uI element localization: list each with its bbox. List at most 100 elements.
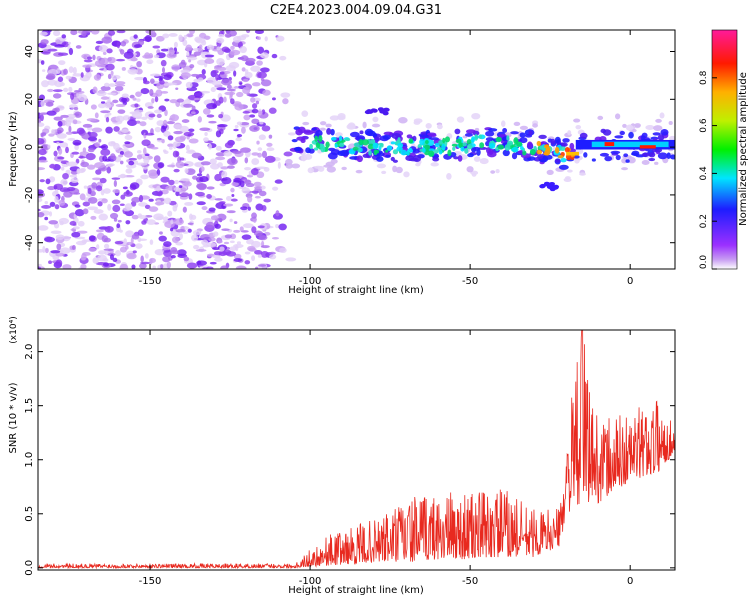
heatmap-noise-blob — [53, 116, 63, 121]
heatmap-signal-blob — [497, 144, 505, 150]
heatmap-noise-blob — [163, 249, 172, 257]
heatmap-noise-blob — [172, 204, 178, 212]
heatmap-noise-blob — [175, 161, 185, 169]
heatmap-noise-blob — [169, 227, 174, 232]
heatmap-noise-blob — [176, 98, 185, 103]
heatmap-noise-blob — [234, 124, 239, 129]
heatmap-signal-blob — [669, 154, 675, 160]
heatmap-noise-blob — [163, 74, 172, 81]
heatmap-noise-blob — [111, 199, 121, 205]
heatmap-noise-blob — [189, 64, 195, 69]
heatmap-signal-blob — [559, 146, 567, 151]
heatmap-noise-blob — [91, 182, 98, 189]
heatmap-signal-blob — [472, 146, 481, 151]
heatmap-signal-blob — [326, 128, 332, 135]
heatmap-signal-blob — [502, 149, 510, 157]
heatmap-signal-blob — [615, 154, 621, 161]
heatmap-signal-blob — [330, 136, 337, 141]
heatmap-noise-blob — [204, 58, 215, 64]
heatmap-panel: -150 -100 -50 0 -40 -20 0 20 40 Height of strai… — [8, 29, 676, 296]
heatmap-noise-blob — [186, 56, 198, 61]
heatmap-noise-blob — [162, 33, 170, 39]
heatmap-noise-blob — [257, 147, 263, 152]
heatmap-noise-blob — [103, 237, 111, 243]
heatmap-noise-blob — [55, 252, 65, 257]
heatmap-noise-blob — [173, 168, 180, 173]
heatmap-signal-blob — [413, 120, 421, 125]
heatmap-signal-blob — [362, 121, 367, 129]
heatmap-noise-blob — [233, 229, 241, 233]
heatmap-noise-blob — [271, 237, 280, 240]
heatmap-noise-blob — [216, 46, 221, 51]
heatmap-noise-blob — [39, 112, 49, 115]
heatmap-noise-blob — [38, 197, 43, 203]
heatmap-noise-blob — [193, 51, 202, 56]
heatmap-noise-blob — [210, 215, 218, 221]
heatmap-noise-blob — [230, 187, 235, 193]
heatmap-noise-blob — [91, 30, 100, 35]
heatmap-signal-blob — [295, 128, 303, 136]
heatmap-noise-blob — [186, 262, 198, 269]
heatmap-noise-blob — [154, 248, 165, 256]
heatmap-signal-blob — [315, 142, 321, 149]
heatmap-noise-blob — [123, 144, 133, 147]
heatmap-signal-blob — [291, 138, 298, 143]
heatmap-signal-blob — [652, 132, 661, 136]
heatmap-noise-blob — [114, 81, 126, 85]
heatmap-noise-blob — [209, 261, 217, 265]
heatmap-noise-blob — [112, 257, 118, 263]
heatmap-x-tick-label: -150 — [139, 276, 162, 287]
heatmap-noise-blob — [188, 193, 193, 200]
heatmap-noise-blob — [41, 80, 50, 88]
heatmap-noise-blob — [256, 36, 261, 41]
heatmap-noise-blob — [261, 204, 267, 212]
heatmap-signal-blob — [511, 152, 518, 160]
heatmap-noise-blob — [196, 173, 203, 177]
heatmap-noise-blob — [163, 130, 171, 137]
heatmap-noise-blob — [202, 108, 211, 115]
heatmap-signal-blob — [538, 134, 547, 140]
heatmap-noise-blob — [226, 88, 236, 92]
heatmap-noise-blob — [233, 221, 238, 224]
heatmap-noise-blob — [184, 168, 189, 174]
heatmap-signal-blob — [319, 121, 327, 126]
heatmap-noise-blob — [55, 234, 65, 240]
heatmap-noise-blob — [255, 100, 260, 105]
heatmap-noise-blob — [165, 185, 176, 191]
heatmap-noise-blob — [191, 105, 196, 111]
heatmap-signal-blob — [430, 162, 439, 167]
heatmap-noise-blob — [231, 181, 239, 187]
heatmap-noise-blob — [160, 264, 164, 269]
heatmap-noise-blob — [116, 30, 126, 34]
heatmap-noise-blob — [121, 97, 128, 103]
heatmap-noise-blob — [219, 71, 225, 75]
heatmap-noise-blob — [46, 110, 57, 116]
heatmap-signal-blob — [625, 124, 634, 131]
heatmap-noise-blob — [112, 204, 121, 213]
snr-y-tick-label: 0.5 — [24, 506, 35, 522]
heatmap-noise-blob — [254, 195, 261, 199]
heatmap-signal-blob — [352, 146, 359, 151]
heatmap-noise-blob — [54, 204, 60, 210]
heatmap-noise-blob — [85, 71, 92, 79]
heatmap-signal-blob — [411, 148, 420, 154]
heatmap-noise-blob — [193, 97, 201, 101]
heatmap-noise-blob — [92, 86, 98, 94]
heatmap-noise-blob — [243, 114, 251, 121]
heatmap-noise-blob — [241, 187, 251, 194]
heatmap-noise-blob — [215, 145, 222, 151]
heatmap-noise-blob — [42, 69, 46, 72]
heatmap-noise-blob — [97, 201, 103, 207]
heatmap-noise-blob — [48, 220, 59, 225]
heatmap-noise-blob — [50, 230, 62, 235]
heatmap-noise-blob — [70, 30, 78, 36]
heatmap-noise-blob — [264, 155, 276, 163]
heatmap-noise-blob — [233, 177, 242, 183]
heatmap-noise-blob — [262, 89, 271, 96]
heatmap-noise-blob — [101, 36, 113, 44]
heatmap-noise-blob — [159, 75, 164, 81]
heatmap-signal-blob — [382, 111, 389, 116]
heatmap-noise-blob — [107, 30, 116, 36]
heatmap-noise-blob — [272, 186, 279, 191]
heatmap-noise-blob — [125, 163, 137, 169]
